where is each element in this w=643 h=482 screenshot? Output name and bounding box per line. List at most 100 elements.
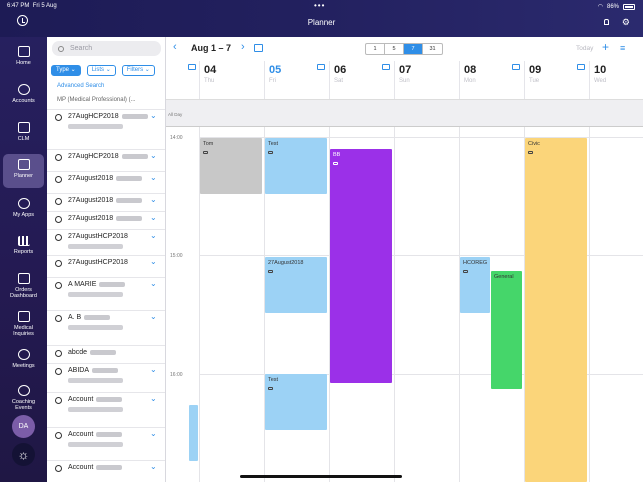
- person-icon: [55, 282, 62, 289]
- event-block[interactable]: General: [491, 271, 522, 389]
- day-header[interactable]: 04 Thu: [199, 61, 264, 99]
- home-indicator[interactable]: [240, 475, 402, 478]
- list-item[interactable]: Account ⌄: [47, 427, 165, 460]
- event-block[interactable]: 27August2018: [265, 257, 327, 313]
- all-day-row[interactable]: All Day: [166, 99, 643, 127]
- previous-week-button[interactable]: ‹: [173, 41, 177, 53]
- nav-medical-inquiries[interactable]: Medical Inquiries: [3, 306, 44, 340]
- filters-filter[interactable]: Filters ⌄: [121, 65, 155, 76]
- list-item[interactable]: 27AugustHCP2018 ⌄: [47, 255, 165, 277]
- nav-clm[interactable]: CLM: [3, 117, 44, 151]
- notification-icon[interactable]: [604, 19, 609, 25]
- day-view-button[interactable]: 1: [366, 44, 385, 54]
- visit-icon: [463, 270, 468, 273]
- visit-icon: [528, 151, 533, 154]
- multitask-dots[interactable]: •••: [314, 1, 326, 10]
- list-item[interactable]: abcde: [47, 345, 165, 363]
- person-icon: [55, 216, 62, 223]
- nav-my-apps[interactable]: My Apps: [3, 193, 44, 227]
- list-item[interactable]: A. B ⌄: [47, 310, 165, 345]
- person-icon: [55, 315, 62, 322]
- day-header[interactable]: 07 Sun: [394, 61, 459, 99]
- event-block[interactable]: BB: [330, 149, 392, 383]
- nav-orders-dashboard[interactable]: Orders Dashboard: [3, 268, 44, 302]
- chevron-down-icon[interactable]: ⌄: [150, 151, 157, 160]
- list-item[interactable]: 27August2018 ⌄: [47, 211, 165, 229]
- event-block[interactable]: [189, 405, 198, 461]
- day-header[interactable]: 08 Mon: [459, 61, 524, 99]
- accounts-icon: [17, 84, 30, 95]
- list-item[interactable]: 27AugustHCP2018 ⌄: [47, 229, 165, 255]
- microphone-icon: [17, 349, 30, 360]
- lists-filter[interactable]: Lists ⌄: [86, 65, 116, 76]
- chevron-down-icon[interactable]: ⌄: [150, 312, 157, 321]
- contact-detail: [68, 292, 123, 297]
- day-header[interactable]: 09 Tue: [524, 61, 589, 99]
- chevron-down-icon[interactable]: ⌄: [150, 173, 157, 182]
- nav-planner[interactable]: Planner: [3, 154, 44, 188]
- search-icon: [58, 46, 64, 52]
- avatar[interactable]: DA: [12, 415, 35, 438]
- list-item[interactable]: 27AugHCP2018 ⌄: [47, 109, 165, 149]
- five-day-view-button[interactable]: 5: [385, 44, 404, 54]
- chevron-down-icon[interactable]: ⌄: [150, 213, 157, 222]
- sync-icon[interactable]: ⚙: [621, 17, 630, 27]
- list-item[interactable]: 27August2018 ⌄: [47, 193, 165, 211]
- list-item[interactable]: 27AugHCP2018 ⌄: [47, 149, 165, 171]
- week-view-button[interactable]: 7: [404, 44, 423, 54]
- nav-reports[interactable]: Reports: [3, 231, 44, 265]
- event-block[interactable]: Civic: [525, 138, 587, 482]
- today-button[interactable]: Today: [576, 45, 594, 52]
- chevron-down-icon[interactable]: ⌄: [150, 365, 157, 374]
- visit-icon: [268, 151, 273, 154]
- type-filter[interactable]: Type ⌄: [51, 65, 81, 76]
- menu-icon[interactable]: ≡: [620, 43, 626, 53]
- settings-icon[interactable]: ☼: [12, 443, 35, 466]
- nav-coaching-events[interactable]: Coaching Events: [3, 380, 44, 414]
- chevron-down-icon[interactable]: ⌄: [150, 195, 157, 204]
- add-event-button[interactable]: +: [602, 40, 610, 54]
- person-icon: [55, 397, 62, 404]
- day-header[interactable]: 05 Fri: [264, 61, 329, 99]
- search-input[interactable]: Search: [52, 41, 161, 56]
- day-header[interactable]: 06 Sat: [329, 61, 394, 99]
- contact-detail: [68, 124, 123, 129]
- chevron-down-icon[interactable]: ⌄: [150, 111, 157, 120]
- person-icon: [55, 154, 62, 161]
- chevron-down-icon[interactable]: ⌄: [150, 429, 157, 438]
- advanced-search-link[interactable]: Advanced Search: [57, 83, 105, 89]
- list-item[interactable]: 27August2018 ⌄: [47, 171, 165, 193]
- event-block[interactable]: Test: [265, 374, 327, 430]
- month-view-button[interactable]: 31: [429, 46, 436, 52]
- chevron-down-icon[interactable]: ⌄: [150, 231, 157, 240]
- list-item[interactable]: ABIDA ⌄: [47, 363, 165, 392]
- person-icon: [55, 368, 62, 375]
- contacts-panel: Search Type ⌄ Lists ⌄ Filters ⌄ Advanced…: [47, 37, 166, 482]
- contact-name: 27August2018: [68, 215, 143, 222]
- history-icon[interactable]: [17, 15, 28, 26]
- page-title: Planner: [307, 18, 336, 27]
- nav-home[interactable]: Home: [3, 41, 44, 75]
- list-item[interactable]: Account ⌄: [47, 460, 165, 482]
- calendar-picker-icon[interactable]: [254, 44, 263, 52]
- hour-line: [199, 374, 643, 375]
- nav-meetings[interactable]: Meetings: [3, 344, 44, 378]
- chevron-down-icon[interactable]: ⌄: [150, 279, 157, 288]
- event-block[interactable]: HCOREG: [460, 257, 490, 313]
- person-icon: [55, 465, 62, 472]
- event-block[interactable]: Tom: [200, 138, 262, 194]
- chevron-down-icon[interactable]: ⌄: [150, 462, 157, 471]
- nav-accounts[interactable]: Accounts: [3, 79, 44, 113]
- next-week-button[interactable]: ›: [241, 41, 245, 53]
- contact-name: 27AugHCP2018: [68, 113, 148, 120]
- list-item[interactable]: Account ⌄: [47, 392, 165, 427]
- nav-rail: Home Accounts CLM Planner My Apps Report…: [0, 37, 47, 482]
- contact-name: A MARIE: [68, 281, 126, 288]
- list-item[interactable]: A MARIE ⌄: [47, 277, 165, 310]
- contact-name: 27AugHCP2018: [68, 153, 148, 160]
- chevron-down-icon[interactable]: ⌄: [150, 257, 157, 266]
- day-header[interactable]: 10 Wed: [589, 61, 643, 99]
- event-block[interactable]: Test: [265, 138, 327, 194]
- chevron-down-icon[interactable]: ⌄: [150, 394, 157, 403]
